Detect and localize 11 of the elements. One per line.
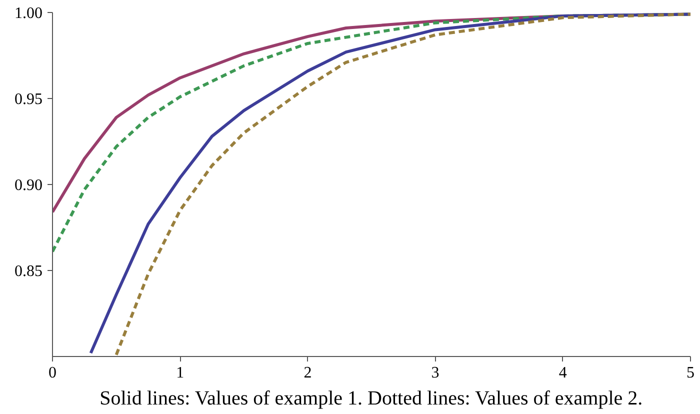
y-tick-label: 0.85 xyxy=(14,263,42,280)
x-tick-label: 0 xyxy=(48,364,56,382)
y-tick-label: 0.95 xyxy=(14,91,42,108)
x-tick-label: 1 xyxy=(176,364,184,382)
x-tick-label: 2 xyxy=(304,364,312,382)
x-tick-label: 5 xyxy=(686,364,694,382)
y-tick-label: 0.90 xyxy=(14,177,42,194)
y-tick-label: 1.00 xyxy=(14,5,42,22)
x-tick-label: 3 xyxy=(431,364,440,382)
x-tick-label: 4 xyxy=(558,364,567,382)
text: Solid lines: Values of example 1. Dotted lines: Values of example 2. xyxy=(100,388,643,410)
